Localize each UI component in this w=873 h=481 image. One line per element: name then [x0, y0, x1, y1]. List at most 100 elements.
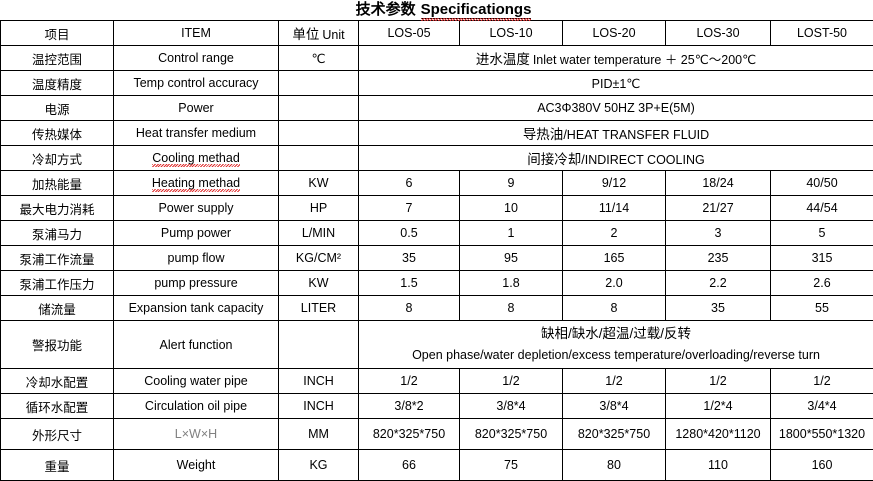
row-value: 0.5	[359, 221, 460, 246]
table-row: 最大电力消耗 Power supply HP 7 10 11/14 21/27 …	[1, 196, 873, 221]
row-label-cn: 电源	[1, 96, 114, 121]
row-label-en: Cooling water pipe	[114, 369, 279, 394]
row-value: 66	[359, 450, 460, 481]
row-label-en: L×W×H	[114, 419, 279, 450]
page-title: 技术参数 Specificationgs	[0, 0, 873, 20]
row-label-cn: 泵浦马力	[1, 221, 114, 246]
table-row: 冷却方式 Cooling methad 间接冷却/INDIRECT COOLIN…	[1, 146, 873, 171]
row-label-cn: 储流量	[1, 296, 114, 321]
row-value: 6	[359, 171, 460, 196]
row-span-value: 缺相/缺水/超温/过载/反转 Open phase/water depletio…	[359, 321, 873, 369]
row-label-en: Pump power	[114, 221, 279, 246]
row-label-cn: 重量	[1, 450, 114, 481]
table-row-alert: 警报功能 Alert function 缺相/缺水/超温/过载/反转 Open …	[1, 321, 873, 369]
row-value: 1280*420*1120	[666, 419, 771, 450]
row-unit	[279, 146, 359, 171]
row-label-cn: 冷却方式	[1, 146, 114, 171]
row-unit: KW	[279, 271, 359, 296]
row-label-cn: 温控范围	[1, 46, 114, 71]
row-value: 110	[666, 450, 771, 481]
row-span-value-en: Inlet water temperature ＋ 25℃～200℃	[533, 53, 756, 67]
row-value: 820*325*750	[563, 419, 666, 450]
row-value: 3	[666, 221, 771, 246]
row-span-value-cn: 进水温度	[476, 52, 530, 67]
table-row: 外形尺寸 L×W×H MM 820*325*750 820*325*750 82…	[1, 419, 873, 450]
row-unit: LITER	[279, 296, 359, 321]
row-unit	[279, 321, 359, 369]
row-unit: INCH	[279, 394, 359, 419]
row-label-en: Circulation oil pipe	[114, 394, 279, 419]
row-label-en: Control range	[114, 46, 279, 71]
alert-text-en: Open phase/water depletion/excess temper…	[361, 344, 871, 366]
row-value: 9	[460, 171, 563, 196]
row-label-en: pump flow	[114, 246, 279, 271]
row-label-en: Temp control accuracy	[114, 71, 279, 96]
row-value: 5	[771, 221, 873, 246]
row-value: 55	[771, 296, 873, 321]
header-model-los30: LOS-30	[666, 21, 771, 46]
table-row: 储流量 Expansion tank capacity LITER 8 8 8 …	[1, 296, 873, 321]
row-value: 8	[563, 296, 666, 321]
table-row: 泵浦工作流量 pump flow KG/CM² 35 95 165 235 31…	[1, 246, 873, 271]
row-value: 235	[666, 246, 771, 271]
row-span-value: 间接冷却/INDIRECT COOLING	[359, 146, 873, 171]
page-title-en: Specificationgs	[421, 1, 532, 19]
table-row: 泵浦马力 Pump power L/MIN 0.5 1 2 3 5	[1, 221, 873, 246]
row-value: 1/2	[460, 369, 563, 394]
header-model-los20: LOS-20	[563, 21, 666, 46]
row-unit: KG/CM²	[279, 246, 359, 271]
row-label-en: Alert function	[114, 321, 279, 369]
row-value: 10	[460, 196, 563, 221]
row-value: 9/12	[563, 171, 666, 196]
row-label-cn: 加热能量	[1, 171, 114, 196]
row-unit: INCH	[279, 369, 359, 394]
row-label-cn: 冷却水配置	[1, 369, 114, 394]
row-value: 315	[771, 246, 873, 271]
header-model-los05: LOS-05	[359, 21, 460, 46]
header-model-los10: LOS-10	[460, 21, 563, 46]
row-label-en: Cooling methad	[114, 146, 279, 171]
row-unit	[279, 71, 359, 96]
row-value: 1/2	[359, 369, 460, 394]
table-row: 电源 Power AC3Φ380V 50HZ 3P+E(5M)	[1, 96, 873, 121]
row-value: 1/2	[666, 369, 771, 394]
row-label-cn: 泵浦工作流量	[1, 246, 114, 271]
row-unit: HP	[279, 196, 359, 221]
row-value: 2.0	[563, 271, 666, 296]
row-value: 1	[460, 221, 563, 246]
table-row: 重量 Weight KG 66 75 80 110 160	[1, 450, 873, 481]
row-value: 40/50	[771, 171, 873, 196]
row-value: 35	[666, 296, 771, 321]
row-value: 35	[359, 246, 460, 271]
row-value: 7	[359, 196, 460, 221]
row-value: 3/4*4	[771, 394, 873, 419]
row-value: 160	[771, 450, 873, 481]
row-unit	[279, 96, 359, 121]
row-span-value-cn: 导热油	[523, 127, 564, 142]
row-value: 44/54	[771, 196, 873, 221]
row-value: 1/2*4	[666, 394, 771, 419]
row-value: 80	[563, 450, 666, 481]
row-label-en: pump pressure	[114, 271, 279, 296]
row-value: 1800*550*1320	[771, 419, 873, 450]
row-span-value-cn: 间接冷却	[527, 152, 581, 167]
page-title-cn: 技术参数	[356, 1, 416, 18]
row-value: 2	[563, 221, 666, 246]
row-value: 3/8*4	[460, 394, 563, 419]
row-value: 3/8*2	[359, 394, 460, 419]
row-value: 1/2	[563, 369, 666, 394]
row-value: 1.5	[359, 271, 460, 296]
row-label-en: Power	[114, 96, 279, 121]
row-value: 8	[359, 296, 460, 321]
row-value: 11/14	[563, 196, 666, 221]
row-label-en: Weight	[114, 450, 279, 481]
row-span-value-en: /HEAT TRANSFER FLUID	[563, 128, 709, 142]
row-value: 165	[563, 246, 666, 271]
table-row: 传热媒体 Heat transfer medium 导热油/HEAT TRANS…	[1, 121, 873, 146]
row-unit: KG	[279, 450, 359, 481]
